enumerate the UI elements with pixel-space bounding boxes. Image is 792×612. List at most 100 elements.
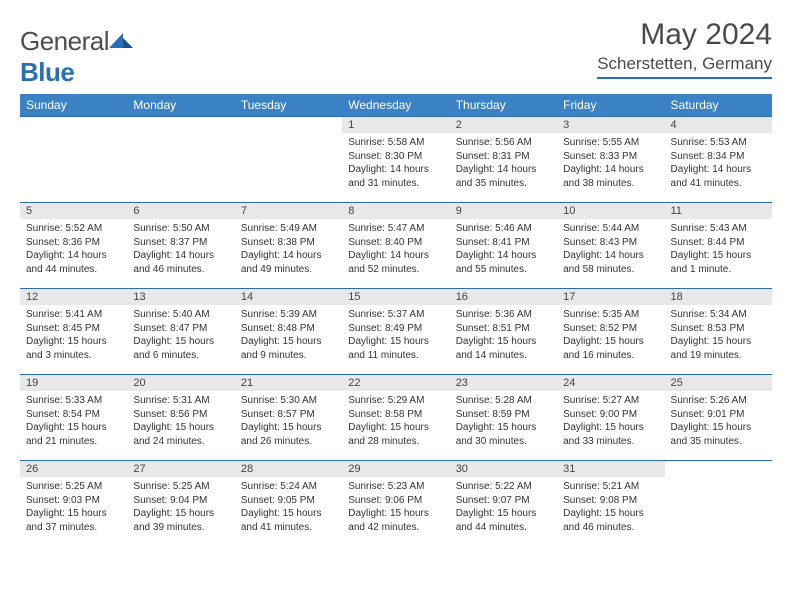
daylight-line1: Daylight: 15 hours [456,507,551,521]
day-details: Sunrise: 5:53 AMSunset: 8:34 PMDaylight:… [665,133,772,194]
daylight-line2: and 37 minutes. [26,521,121,535]
weekday-header: Monday [127,94,234,117]
day-details: Sunrise: 5:34 AMSunset: 8:53 PMDaylight:… [665,305,772,366]
daylight-line2: and 26 minutes. [241,435,336,449]
sunrise-line: Sunrise: 5:39 AM [241,308,336,322]
day-details: Sunrise: 5:44 AMSunset: 8:43 PMDaylight:… [557,219,664,280]
sunset-line: Sunset: 8:49 PM [348,322,443,336]
daylight-line1: Daylight: 15 hours [671,335,766,349]
day-details: Sunrise: 5:43 AMSunset: 8:44 PMDaylight:… [665,219,772,280]
sunrise-line: Sunrise: 5:24 AM [241,480,336,494]
sunset-line: Sunset: 8:48 PM [241,322,336,336]
daylight-line2: and 24 minutes. [133,435,228,449]
daylight-line1: Daylight: 15 hours [133,507,228,521]
calendar-cell [665,461,772,547]
calendar-week-row: 5Sunrise: 5:52 AMSunset: 8:36 PMDaylight… [20,203,772,289]
day-number: 12 [20,289,127,305]
sunrise-line: Sunrise: 5:27 AM [563,394,658,408]
daylight-line2: and 1 minute. [671,263,766,277]
sunrise-line: Sunrise: 5:56 AM [456,136,551,150]
calendar-cell: 30Sunrise: 5:22 AMSunset: 9:07 PMDayligh… [450,461,557,547]
day-number: 30 [450,461,557,477]
day-details: Sunrise: 5:49 AMSunset: 8:38 PMDaylight:… [235,219,342,280]
day-number: 5 [20,203,127,219]
calendar-cell: 18Sunrise: 5:34 AMSunset: 8:53 PMDayligh… [665,289,772,375]
header: GeneralBlue May 2024 Scherstetten, Germa… [20,18,772,88]
weekday-header: Saturday [665,94,772,117]
sunrise-line: Sunrise: 5:40 AM [133,308,228,322]
page-title: May 2024 [597,18,772,52]
day-number: 1 [342,117,449,133]
daylight-line2: and 41 minutes. [241,521,336,535]
weekday-header: Wednesday [342,94,449,117]
sunset-line: Sunset: 8:43 PM [563,236,658,250]
day-number: 16 [450,289,557,305]
daylight-line1: Daylight: 15 hours [671,421,766,435]
daylight-line1: Daylight: 15 hours [348,507,443,521]
sunrise-line: Sunrise: 5:36 AM [456,308,551,322]
sunrise-line: Sunrise: 5:47 AM [348,222,443,236]
calendar-cell: 19Sunrise: 5:33 AMSunset: 8:54 PMDayligh… [20,375,127,461]
sunset-line: Sunset: 9:04 PM [133,494,228,508]
daylight-line2: and 16 minutes. [563,349,658,363]
daylight-line2: and 6 minutes. [133,349,228,363]
sunset-line: Sunset: 8:53 PM [671,322,766,336]
daylight-line1: Daylight: 15 hours [241,335,336,349]
daylight-line1: Daylight: 14 hours [241,249,336,263]
sunrise-line: Sunrise: 5:49 AM [241,222,336,236]
daylight-line2: and 46 minutes. [133,263,228,277]
calendar-cell: 7Sunrise: 5:49 AMSunset: 8:38 PMDaylight… [235,203,342,289]
sunrise-line: Sunrise: 5:21 AM [563,480,658,494]
daylight-line1: Daylight: 14 hours [133,249,228,263]
daylight-line1: Daylight: 15 hours [671,249,766,263]
calendar-cell: 1Sunrise: 5:58 AMSunset: 8:30 PMDaylight… [342,117,449,203]
sunset-line: Sunset: 8:54 PM [26,408,121,422]
daylight-line1: Daylight: 14 hours [563,249,658,263]
day-number: 8 [342,203,449,219]
sunrise-line: Sunrise: 5:31 AM [133,394,228,408]
location-label: Scherstetten, Germany [597,54,772,79]
day-details: Sunrise: 5:21 AMSunset: 9:08 PMDaylight:… [557,477,664,538]
calendar-week-row: 26Sunrise: 5:25 AMSunset: 9:03 PMDayligh… [20,461,772,547]
sunset-line: Sunset: 9:03 PM [26,494,121,508]
day-details: Sunrise: 5:30 AMSunset: 8:57 PMDaylight:… [235,391,342,452]
sunrise-line: Sunrise: 5:50 AM [133,222,228,236]
calendar-cell: 14Sunrise: 5:39 AMSunset: 8:48 PMDayligh… [235,289,342,375]
empty-day [665,461,772,477]
sunset-line: Sunset: 8:52 PM [563,322,658,336]
day-number: 31 [557,461,664,477]
calendar-cell: 28Sunrise: 5:24 AMSunset: 9:05 PMDayligh… [235,461,342,547]
weekday-header: Friday [557,94,664,117]
day-details: Sunrise: 5:22 AMSunset: 9:07 PMDaylight:… [450,477,557,538]
sunset-line: Sunset: 8:34 PM [671,150,766,164]
empty-day [20,117,127,133]
logo-word2: Blue [20,57,74,87]
daylight-line2: and 44 minutes. [26,263,121,277]
daylight-line1: Daylight: 14 hours [348,163,443,177]
sunrise-line: Sunrise: 5:37 AM [348,308,443,322]
sunrise-line: Sunrise: 5:41 AM [26,308,121,322]
sunset-line: Sunset: 8:51 PM [456,322,551,336]
daylight-line2: and 11 minutes. [348,349,443,363]
calendar-cell: 2Sunrise: 5:56 AMSunset: 8:31 PMDaylight… [450,117,557,203]
daylight-line2: and 58 minutes. [563,263,658,277]
calendar-cell [20,117,127,203]
day-number: 13 [127,289,234,305]
daylight-line1: Daylight: 15 hours [563,507,658,521]
sunset-line: Sunset: 8:41 PM [456,236,551,250]
day-number: 25 [665,375,772,391]
calendar-cell: 12Sunrise: 5:41 AMSunset: 8:45 PMDayligh… [20,289,127,375]
calendar-cell: 8Sunrise: 5:47 AMSunset: 8:40 PMDaylight… [342,203,449,289]
calendar-cell: 13Sunrise: 5:40 AMSunset: 8:47 PMDayligh… [127,289,234,375]
sunset-line: Sunset: 8:31 PM [456,150,551,164]
daylight-line2: and 49 minutes. [241,263,336,277]
day-number: 23 [450,375,557,391]
day-number: 29 [342,461,449,477]
day-number: 9 [450,203,557,219]
daylight-line1: Daylight: 14 hours [456,163,551,177]
daylight-line1: Daylight: 14 hours [563,163,658,177]
daylight-line1: Daylight: 15 hours [26,507,121,521]
calendar-cell: 16Sunrise: 5:36 AMSunset: 8:51 PMDayligh… [450,289,557,375]
sunrise-line: Sunrise: 5:25 AM [133,480,228,494]
calendar-cell: 20Sunrise: 5:31 AMSunset: 8:56 PMDayligh… [127,375,234,461]
